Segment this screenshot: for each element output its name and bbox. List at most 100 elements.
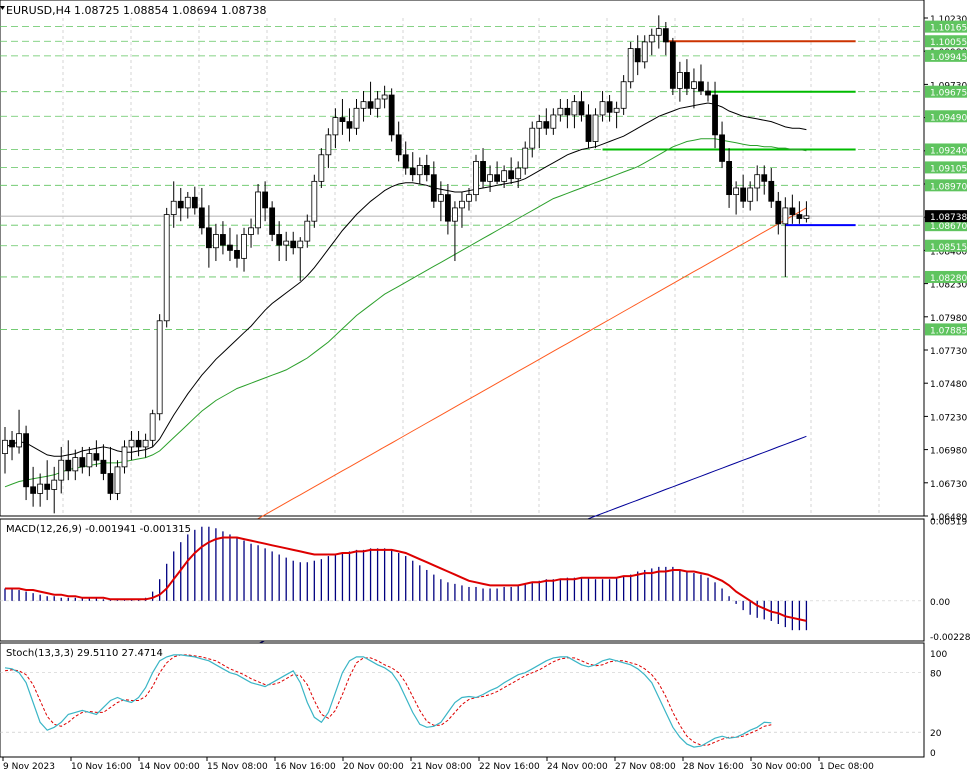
candle-6 xyxy=(44,460,51,501)
candle-body xyxy=(121,446,128,468)
candle-body xyxy=(782,207,789,225)
candle-body xyxy=(23,433,29,488)
candle-106 xyxy=(747,181,754,211)
candle-body xyxy=(571,101,578,116)
macd-signal xyxy=(5,536,807,622)
candle-57 xyxy=(402,141,409,175)
time-label-4: 16 Nov 16:00 xyxy=(275,762,336,772)
candle-3 xyxy=(23,425,29,501)
candle-body xyxy=(789,207,796,215)
candle-body xyxy=(297,240,304,249)
candle-98 xyxy=(691,68,697,109)
candle-56 xyxy=(395,121,402,162)
candle-body xyxy=(325,134,332,156)
candle-26 xyxy=(184,191,191,219)
level-label-bg-6 xyxy=(925,161,967,174)
candle-body xyxy=(529,127,536,149)
candle-62 xyxy=(437,181,444,222)
candle-38 xyxy=(269,201,276,242)
candle-body xyxy=(648,34,655,43)
candle-54 xyxy=(381,85,388,109)
candle-64 xyxy=(452,201,458,262)
price-tick-label-13: 1.06980 xyxy=(930,447,967,457)
candle-4 xyxy=(30,466,37,507)
price-tick-label-14: 1.06730 xyxy=(930,480,967,490)
candle-body xyxy=(16,433,22,448)
macd-signal-line xyxy=(5,536,807,622)
candle-body xyxy=(705,90,711,96)
candle-body xyxy=(466,194,472,202)
candle-body xyxy=(430,174,437,202)
candle-body xyxy=(255,191,261,229)
level-label-bg-3 xyxy=(925,85,967,98)
candle-body xyxy=(311,180,318,222)
green-ma-line xyxy=(4,138,807,488)
candle-29 xyxy=(205,205,212,268)
candle-body xyxy=(360,101,367,109)
candle-body xyxy=(691,81,697,89)
candle-72 xyxy=(508,157,515,184)
candle-12 xyxy=(86,446,93,477)
time-axis: 9 Nov 2023 10 Nov 16:00 14 Nov 00:00 15 Nov… xyxy=(2,757,874,772)
price-tick-label-8: 1.08230 xyxy=(930,281,967,291)
candle-body xyxy=(480,161,486,182)
candle-48 xyxy=(339,99,346,135)
candle-body xyxy=(332,117,339,136)
candle-body xyxy=(107,473,114,494)
candle-body xyxy=(241,234,247,259)
candle-body xyxy=(367,101,374,109)
candle-body xyxy=(93,453,100,461)
stoch-main-line xyxy=(4,654,772,748)
price-tick-label-12: 1.07230 xyxy=(930,413,967,423)
macd-title: MACD(12,26,9) -0.001941 -0.001315 xyxy=(6,524,191,535)
level-label-bg-0 xyxy=(925,20,967,33)
macd-tick-label-0: 0.00519 xyxy=(930,518,967,528)
candle-body xyxy=(761,174,768,182)
candle-109 xyxy=(768,168,775,208)
candle-body xyxy=(684,72,690,89)
candle-body xyxy=(9,439,15,448)
candle-88 xyxy=(620,75,627,115)
dropdown-triangle-icon[interactable] xyxy=(0,6,5,10)
candle-21 xyxy=(149,409,156,447)
time-label-2: 14 Nov 00:00 xyxy=(139,762,200,772)
candle-46 xyxy=(325,128,332,169)
candle-body xyxy=(437,194,444,202)
price-grid xyxy=(0,18,924,757)
candle-15 xyxy=(107,446,114,501)
candle-95 xyxy=(669,37,676,96)
candle-67 xyxy=(473,154,479,202)
candle-body xyxy=(423,165,430,176)
candle-body xyxy=(599,101,606,116)
candle-body xyxy=(508,170,515,180)
candle-body xyxy=(501,170,508,182)
level-label-7: 1.08970 xyxy=(930,182,967,192)
level-label-bg-11 xyxy=(925,323,967,336)
stoch-tick-label-3: 0 xyxy=(930,749,936,759)
level-label-9: 1.08515 xyxy=(930,243,967,253)
candle-body xyxy=(487,174,493,182)
candle-body xyxy=(796,214,803,219)
candle-44 xyxy=(311,174,318,228)
macd-histogram xyxy=(4,526,808,631)
candle-body xyxy=(613,107,620,113)
time-label-9: 27 Nov 08:00 xyxy=(615,762,676,772)
candle-body xyxy=(592,114,599,142)
symbol-title: EURUSD,H4 xyxy=(6,4,71,17)
candle-51 xyxy=(360,91,367,122)
stoch-tick-label-2: 20 xyxy=(930,729,942,739)
candle-body xyxy=(304,220,311,242)
candle-81 xyxy=(571,95,578,129)
candle-body xyxy=(283,240,290,246)
price-tick-label-0: 1.10230 xyxy=(930,15,967,25)
level-label-bg-8 xyxy=(925,219,967,232)
candle-101 xyxy=(712,81,718,149)
candle-body xyxy=(515,167,522,180)
candle-83 xyxy=(585,104,592,149)
price-tick-label-7: 1.08480 xyxy=(930,247,967,257)
level-label-bg-1 xyxy=(925,35,967,48)
level-label-4: 1.09490 xyxy=(930,113,967,123)
candle-body xyxy=(726,161,732,196)
candle-body xyxy=(51,479,58,490)
candle-body xyxy=(381,94,388,100)
